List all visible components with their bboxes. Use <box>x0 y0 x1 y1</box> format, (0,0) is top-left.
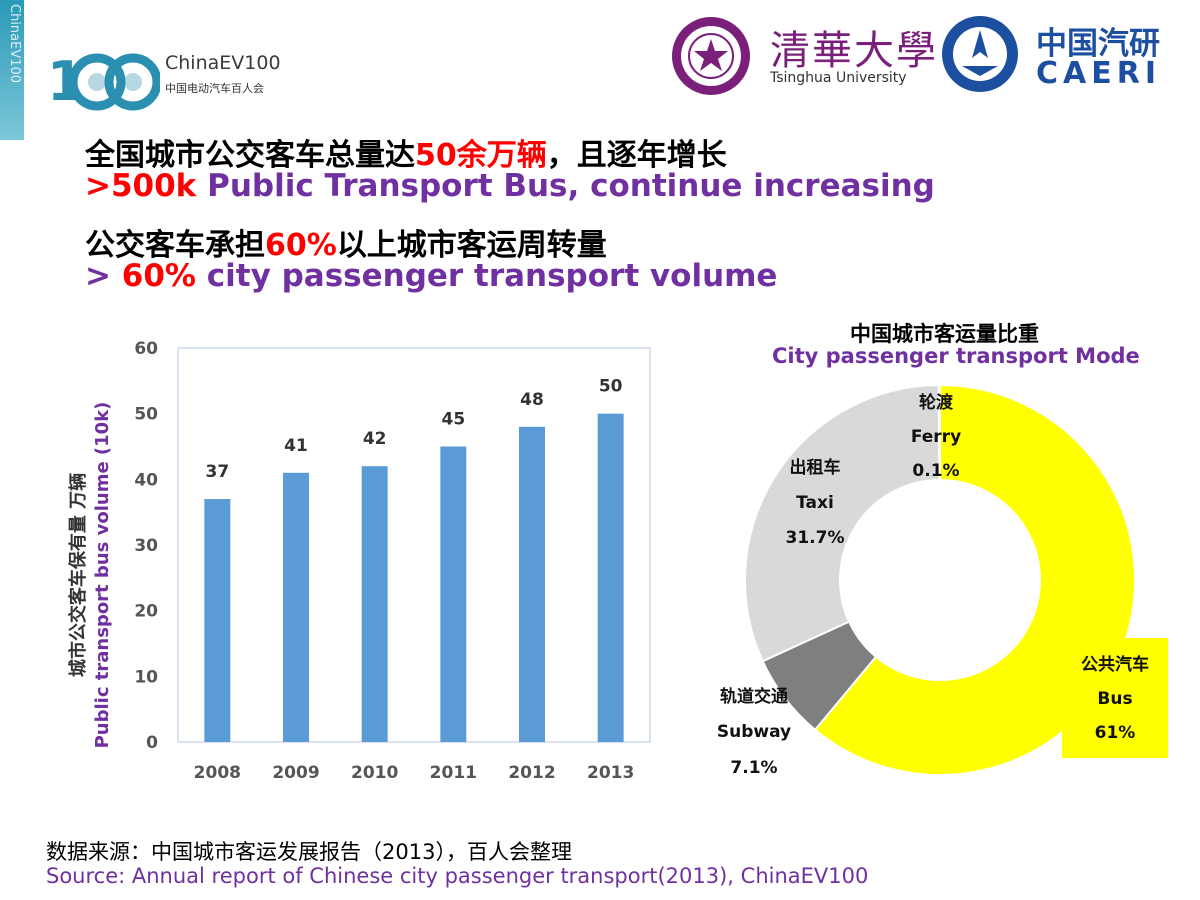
headline-2-en-rest: city passenger transport volume <box>195 258 778 294</box>
ferry-label-en: Ferry <box>911 427 961 447</box>
taxi-label-cn: 出租车 <box>790 457 841 478</box>
headline-1-en-rest: Public Transport Bus, continue increasin… <box>196 168 935 204</box>
source-note-cn: 数据来源：中国城市客运发展报告（2013），百人会整理 <box>46 840 572 864</box>
headline-2-en: > 60% city passenger transport volume <box>85 258 777 294</box>
taxi-label-en: Taxi <box>796 493 834 513</box>
x-tick-label: 2009 <box>272 763 319 783</box>
y-tick-label: 40 <box>134 470 158 490</box>
bar-value-label: 48 <box>520 390 544 410</box>
subway-label-value: 7.1% <box>730 758 777 778</box>
caeri-name-en: CAERI <box>1036 56 1161 91</box>
caeri-name-cn: 中国汽研 <box>1036 26 1160 62</box>
donut-slice-bus <box>813 383 1136 776</box>
chinaev100-name: ChinaEV100 <box>165 52 281 74</box>
headline-2-en-highlight: 60% <box>121 258 196 294</box>
donut-slice-taxi <box>744 383 941 663</box>
plot-area <box>177 347 651 743</box>
bar-2013 <box>597 413 624 742</box>
donut-title-cn: 中国城市客运量比重 <box>850 322 1039 346</box>
bar-value-label: 45 <box>441 410 465 430</box>
subway-label-en: Subway <box>717 722 791 742</box>
y-axis-label-en: Public transport bus volume (10k) <box>92 402 113 749</box>
bus-label-en: Bus <box>1097 689 1132 709</box>
x-tick-label: 2013 <box>587 763 634 783</box>
headline-1-en-highlight: >500k <box>85 168 197 204</box>
x-tick-label: 2012 <box>508 763 555 783</box>
chinaev100-logo: 1 ChinaEV100 中国电动汽车百人会 <box>45 42 295 113</box>
x-tick-label: 2010 <box>351 763 398 783</box>
bar-value-label: 41 <box>284 436 308 456</box>
headline-2-en-pre: > <box>85 258 122 294</box>
chinaev100-subtitle: 中国电动汽车百人会 <box>165 82 264 95</box>
headline-2-cn-pre: 公交客车承担 <box>85 228 265 263</box>
tsinghua-name-en: Tsinghua University <box>770 70 907 86</box>
y-tick-label: 10 <box>134 667 158 687</box>
headline-2-cn-post: 以上城市客运周转量 <box>336 228 607 263</box>
headline-2-cn-highlight: 60% <box>265 228 337 263</box>
tsinghua-name-cn: 清華大學 <box>770 28 938 74</box>
transport-mode-donut-chart: 公共汽车 Bus 61% 轨道交通 Subway 7.1% 出租车 Taxi 3… <box>717 383 1168 778</box>
caeri-emblem-icon <box>942 16 1018 92</box>
y-tick-label: 60 <box>134 339 158 359</box>
x-tick-label: 2008 <box>194 763 241 783</box>
ferry-label-cn: 轮渡 <box>919 392 954 413</box>
y-tick-label: 20 <box>134 602 158 622</box>
headline-2-cn: 公交客车承担60%以上城市客运周转量 <box>85 220 607 264</box>
x-tick-label: 2011 <box>430 763 477 783</box>
bar-2011 <box>440 446 467 742</box>
y-tick-label: 0 <box>146 733 158 753</box>
bus-label-value: 61% <box>1095 723 1136 743</box>
bus-volume-bar-chart: 0 10 20 30 40 50 60 37 2008 41 2009 42 2010 45 2011 48 2… <box>67 339 651 783</box>
donut-title-en: City passenger transport Mode <box>772 344 1140 368</box>
bar-value-label: 42 <box>363 429 387 449</box>
y-axis-label-cn: 城市公交客车保有量 万辆 <box>67 473 89 677</box>
headline-1-en: >500k Public Transport Bus, continue inc… <box>85 168 935 204</box>
ferry-label-value: 0.1% <box>912 461 959 481</box>
bar-2009 <box>283 472 309 742</box>
headline-1-cn-highlight: 50余万辆 <box>415 138 547 173</box>
donut-slice-ferry <box>937 383 941 482</box>
taxi-label-value: 31.7% <box>786 528 845 548</box>
headline-1-cn-pre: 全国城市公交客车总量达 <box>85 138 415 173</box>
y-tick-label: 30 <box>134 536 158 556</box>
bus-label-box <box>1062 638 1168 758</box>
bar-2010 <box>361 466 388 742</box>
headline-1-cn-post: ，且逐年增长 <box>546 138 727 173</box>
y-tick-label: 50 <box>134 405 158 425</box>
bar-2008 <box>204 499 231 742</box>
tsinghua-seal-icon <box>672 17 750 95</box>
headline-1-cn: 全国城市公交客车总量达50余万辆，且逐年增长 <box>85 130 727 174</box>
brand-strip-text: ChinaEV100 <box>7 4 22 84</box>
brand-strip: ChinaEV100 <box>0 0 24 140</box>
subway-label-cn: 轨道交通 <box>720 686 788 707</box>
bus-label-cn: 公共汽车 <box>1081 654 1149 675</box>
bar-value-label: 50 <box>599 377 623 397</box>
chinaev100-logo-icon: 1 <box>47 50 162 113</box>
bar-value-label: 37 <box>205 462 229 482</box>
source-note-en: Source: Annual report of Chinese city pa… <box>46 864 869 888</box>
bar-2012 <box>519 426 545 742</box>
